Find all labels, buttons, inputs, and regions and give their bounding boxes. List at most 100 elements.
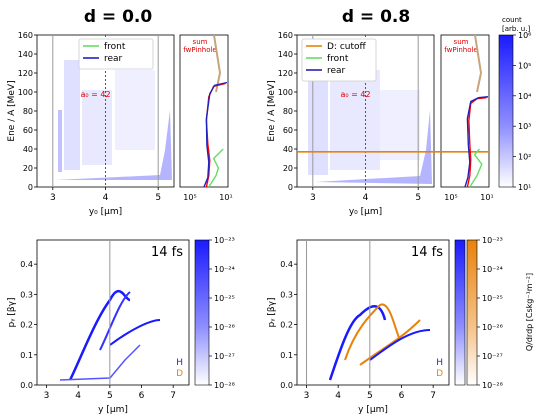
title-right: d = 0.8 (342, 7, 410, 27)
top-left-ytick-label: 100 (18, 88, 33, 97)
colorbar-bottom_right-tick-label: 10⁻²⁸ (482, 381, 503, 390)
colorbar-bottom_left-tick-label: 10⁻²⁶ (214, 323, 235, 332)
bottom-right-time-label: 14 fs (411, 245, 443, 260)
top-left-inset-label: sum (193, 38, 208, 46)
colorbar-top-unit: [arb. u.] (502, 25, 530, 33)
top-left-ytick-label: 120 (18, 69, 33, 78)
bottom-right-ytick-label: 0.2 (280, 321, 293, 330)
top-right-xlabel: y₀ [μm] (349, 207, 382, 217)
bottom-right-xtick-label: 7 (430, 391, 436, 401)
top-right-inset-xtick-label: 10⁵ (444, 193, 457, 202)
bottom-left-xtick-label: 6 (139, 391, 145, 401)
colorbar-bottom_right-tick-label: 10⁻²⁵ (482, 294, 503, 303)
bottom-right-xtick-label: 3 (304, 391, 310, 401)
top-right-annotation: a₀ = 42 (340, 90, 370, 99)
bottom-left-ytick-label: 0.4 (20, 260, 33, 269)
bottom-right-xtick-label: 4 (335, 391, 341, 401)
top-left-legend-label: front (104, 42, 126, 52)
bottom-right-xtick-label: 5 (367, 391, 373, 401)
bottom-left-ytick-label: 0.3 (20, 290, 33, 299)
bottom-right-scatter-cloud (328, 303, 431, 381)
top-left-annotation: a₀ = 42 (80, 90, 110, 99)
top-left-ylabel: Ene / A [MeV] (7, 80, 17, 141)
top-left-inset-label: fwPinhole (183, 46, 217, 54)
top-left-ytick-label: 0 (28, 183, 33, 192)
bottom-right-ytick-label: 0.4 (280, 260, 293, 269)
colorbar-top-tick-label: 10⁶ (518, 31, 531, 40)
top-right-ytick-label: 40 (283, 145, 293, 154)
title-left: d = 0.0 (84, 7, 153, 27)
top-left-scatter-cloud (55, 60, 172, 180)
bottom-left-xtick-label: 5 (107, 391, 113, 401)
top-right-ytick-label: 20 (283, 164, 293, 173)
colorbar-bottom_left-tick-label: 10⁻²⁴ (214, 265, 235, 274)
top-left-inset-xtick-label: 10⁵ (183, 193, 196, 202)
top-left-ytick-label: 160 (18, 31, 33, 40)
colorbar-bottom-right-orange (466, 239, 478, 386)
bottom-right-ytick-label: 0.3 (280, 290, 293, 299)
bottom-right-xlabel: y [μm] (358, 405, 388, 415)
top-left-xtick-label: 4 (103, 193, 109, 203)
colorbar-bottom_right-tick-label: 10⁻²³ (482, 236, 503, 245)
top-right-ytick-label: 60 (283, 126, 293, 135)
top-left-xtick-label: 3 (50, 193, 56, 203)
top-right-ylabel: Ene / A [MeV] (267, 80, 277, 141)
top-right-xtick-label: 5 (415, 193, 421, 203)
colorbar-bottom_left-tick-label: 10⁻²⁸ (214, 381, 235, 390)
colorbar-top-tick-label: 10⁵ (518, 61, 531, 70)
colorbar-top-title: count (502, 16, 522, 24)
colorbar-bottom_right-tick-label: 10⁻²⁴ (482, 265, 503, 274)
colorbar-top-tick-label: 10³ (518, 122, 531, 131)
bottom-left-xtick-label: 7 (170, 391, 176, 401)
bottom-left-ytick-label: 0.0 (20, 381, 33, 390)
bottom-left-time-label: 14 fs (151, 245, 183, 260)
top-right-legend-label: front (327, 54, 349, 64)
top-right-inset-label: fwPinhole (444, 46, 478, 54)
colorbar-bottom-left (194, 239, 210, 386)
colorbar-bottom_left-tick-label: 10⁻²³ (214, 236, 235, 245)
colorbar-top-tick-label: 10¹ (518, 183, 531, 192)
top-left-ytick-label: 20 (23, 164, 33, 173)
top-right-ytick-label: 120 (278, 69, 293, 78)
top-right-ytick-label: 160 (278, 31, 293, 40)
bottom-right-species-label-H: H (436, 358, 443, 368)
top-right-inset-line-front (469, 148, 483, 188)
top-left-ytick-label: 80 (23, 107, 33, 116)
bottom-right-ytick-label: 0.1 (280, 351, 293, 360)
bottom-right-ytick-label: 0.0 (280, 381, 293, 390)
top-right-legend-label: D: cutoff (327, 42, 367, 52)
colorbar-top (498, 34, 514, 188)
colorbar-bottom-right-blue (454, 239, 466, 386)
top-left-ytick-label: 60 (23, 126, 33, 135)
top-left-inset-line-front (208, 148, 224, 188)
top-right-xtick-label: 4 (363, 193, 369, 203)
colorbar-top-tick-label: 10⁴ (518, 92, 531, 101)
top-left-xtick-label: 5 (155, 193, 161, 203)
colorbar-bottom_left-tick-label: 10⁻²⁵ (214, 294, 235, 303)
bottom-left-xtick-label: 4 (75, 391, 81, 401)
bottom-left-species-label-D: D (176, 369, 183, 379)
top-left-inset-line-rear (203, 81, 228, 188)
bottom-right-xtick-label: 6 (399, 391, 405, 401)
top-right-inset-label: sum (454, 38, 469, 46)
bottom-left-xtick-label: 3 (44, 391, 50, 401)
bottom-left-ylabel: pᵧ [βγ] (7, 297, 17, 327)
top-right-legend-label: rear (327, 66, 346, 76)
top-left-legend-label: rear (104, 54, 123, 64)
top-left-ytick-label: 140 (18, 50, 33, 59)
top-right-xtick-label: 3 (310, 193, 316, 203)
bottom-left-axes (36, 239, 190, 386)
colorbar-bottom_right-tick-label: 10⁻²⁶ (482, 323, 503, 332)
top-left-ytick-label: 40 (23, 145, 33, 154)
top-right-ytick-label: 80 (283, 107, 293, 116)
bottom-right-ylabel: pᵧ [βγ] (267, 297, 277, 327)
bottom-left-ytick-label: 0.2 (20, 321, 33, 330)
colorbar-top-tick-label: 10² (518, 153, 531, 162)
top-right-ytick-label: 100 (278, 88, 293, 97)
top-right-inset-line-rear (464, 96, 489, 188)
bottom-left-species-label-H: H (176, 358, 183, 368)
bottom-left-xlabel: y [μm] (98, 405, 128, 415)
top-right-inset-sum-line (474, 34, 483, 93)
bottom-left-ytick-label: 0.1 (20, 351, 33, 360)
